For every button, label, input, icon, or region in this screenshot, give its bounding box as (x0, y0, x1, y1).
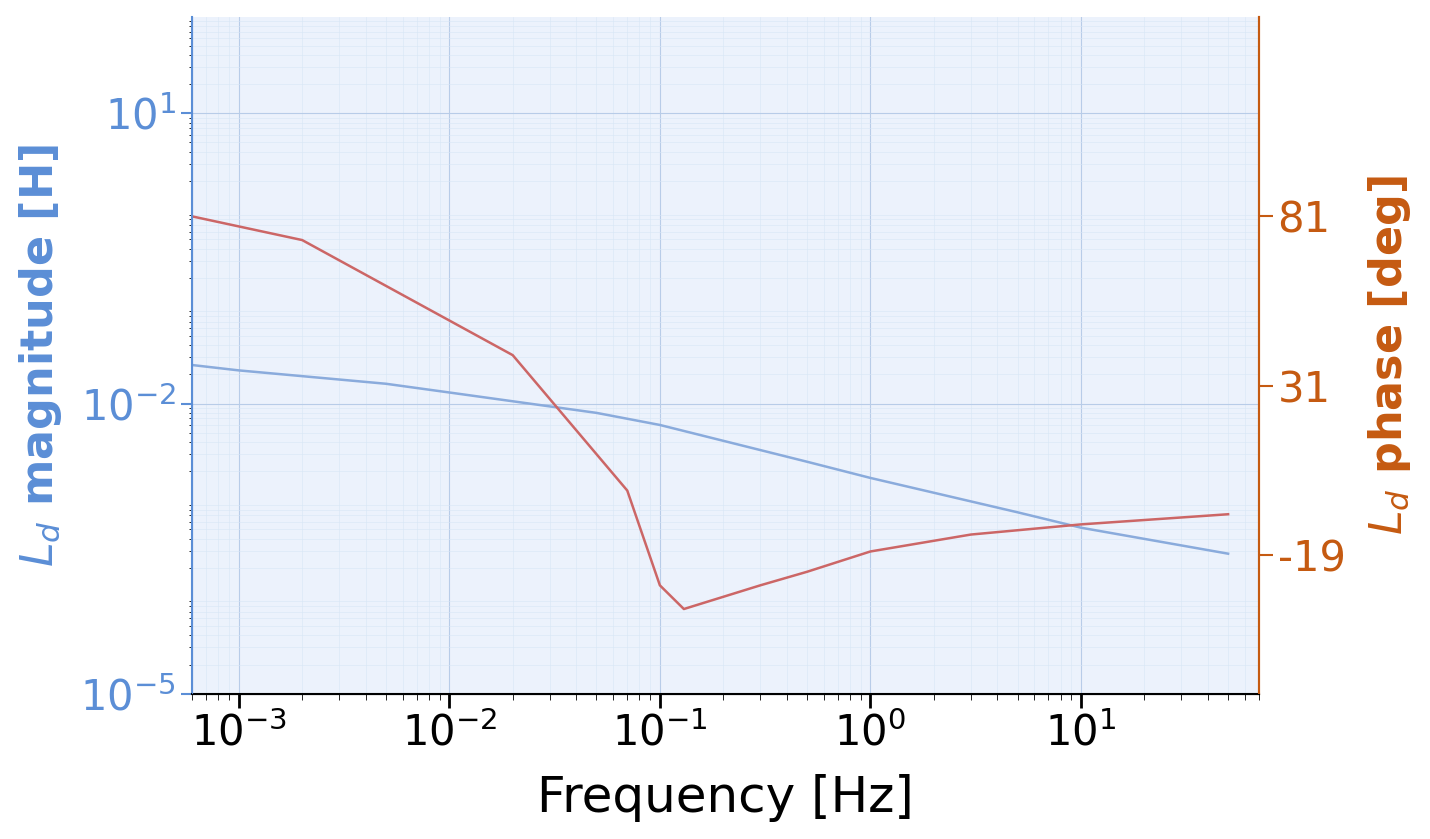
Y-axis label: $L_d$ phase [deg]: $L_d$ phase [deg] (1366, 175, 1413, 535)
X-axis label: Frequency [Hz]: Frequency [Hz] (538, 774, 914, 822)
Y-axis label: $L_d$ magnitude [H]: $L_d$ magnitude [H] (17, 143, 64, 566)
